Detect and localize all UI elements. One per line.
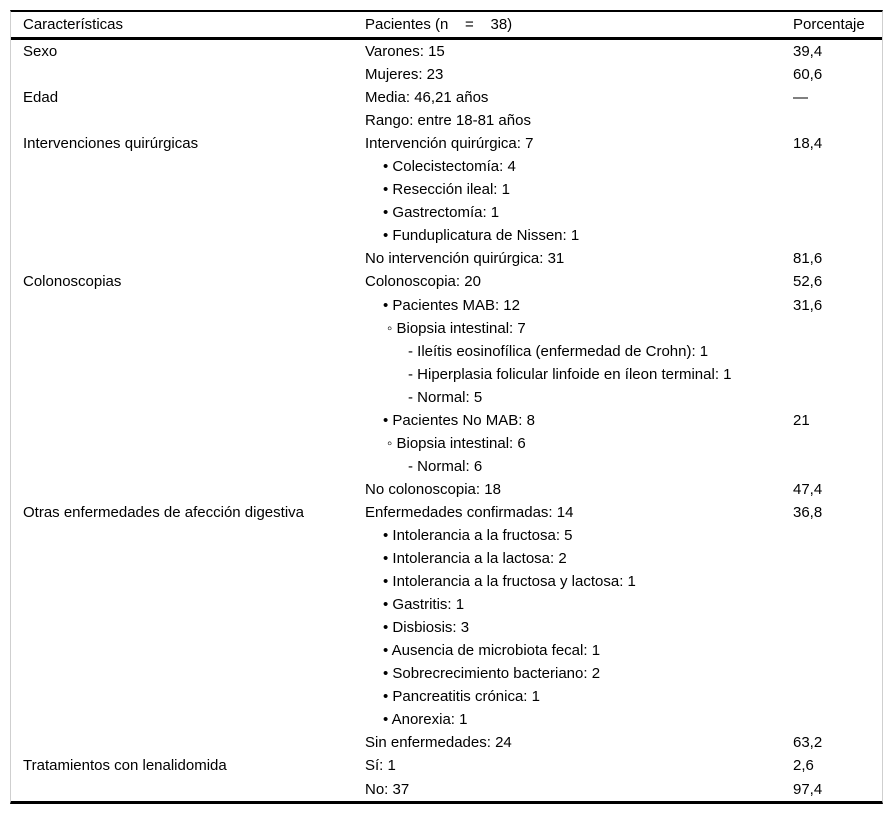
patients-value-cell: • Intolerancia a la lactosa: 2 [383, 550, 567, 568]
percentage-cell: 2,6 [793, 757, 814, 775]
table-row: Sexo Varones: 15 39,4 [11, 40, 882, 63]
characteristic-cell: Edad [23, 89, 59, 107]
patients-value-cell: Mujeres: 23 [365, 66, 444, 84]
patients-value-cell: • Ausencia de microbiota fecal: 1 [383, 642, 601, 660]
table-body: Sexo Varones: 15 39,4 Mujeres: 23 60,6 E… [11, 40, 882, 801]
table-row: ◦ Biopsia intestinal: 6 [11, 432, 882, 455]
percentage-cell: 18,4 [793, 135, 823, 153]
patients-value-cell: - Ileítis eosinofílica (enfermedad de Cr… [408, 342, 709, 360]
patients-value-cell: • Colecistectomía: 4 [383, 158, 516, 176]
table-row: Edad Media: 46,21 años — [11, 86, 882, 109]
characteristic-cell: Otras enfermedades de afección digestiva [23, 503, 304, 521]
patients-value-cell: • Pacientes No MAB: 8 [383, 411, 535, 429]
patients-value-cell: • Disbiosis: 3 [383, 619, 470, 637]
patients-value-cell: ◦ Biopsia intestinal: 7 [387, 319, 526, 337]
patients-value-cell: Rango: entre 18-81 años [365, 112, 531, 130]
patients-value-cell: • Anorexia: 1 [383, 711, 468, 729]
patients-value-cell: - Normal: 6 [408, 457, 483, 475]
table-row: Colonoscopias Colonoscopia: 20 52,6 [11, 270, 882, 293]
percentage-cell: 63,2 [793, 734, 823, 752]
patients-value-cell: • Gastritis: 1 [383, 596, 465, 614]
table-row: • Gastritis: 1 [11, 593, 882, 616]
percentage-cell: 60,6 [793, 66, 823, 84]
patients-value-cell: - Normal: 5 [408, 388, 483, 406]
patients-value-cell: Media: 46,21 años [365, 89, 489, 107]
patients-value-cell: - Hiperplasia folicular linfoide en íleo… [408, 365, 732, 383]
column-header-porcentaje: Porcentaje [793, 16, 865, 33]
patients-value-cell: • Intolerancia a la fructosa: 5 [383, 527, 573, 544]
table-row: - Ileítis eosinofílica (enfermedad de Cr… [11, 340, 882, 363]
table-row: • Intolerancia a la fructosa: 5 [11, 524, 882, 547]
table-row: • Intolerancia a la lactosa: 2 [11, 547, 882, 570]
table-row: - Normal: 5 [11, 386, 882, 409]
table-row: • Disbiosis: 3 [11, 616, 882, 639]
table-row: Rango: entre 18-81 años [11, 109, 882, 132]
patients-value-cell: Enfermedades confirmadas: 14 [365, 503, 574, 521]
patient-characteristics-table: Características Pacientes (n = 38) Porce… [10, 10, 883, 804]
table-row: • Anorexia: 1 [11, 708, 882, 731]
table-row: • Colecistectomía: 4 [11, 155, 882, 178]
patients-value-cell: • Sobrecrecimiento bacteriano: 2 [383, 665, 601, 683]
characteristic-cell: Tratamientos con lenalidomida [23, 757, 227, 775]
percentage-cell: 52,6 [793, 273, 823, 291]
patients-value-cell: No colonoscopia: 18 [365, 480, 501, 498]
table-row: • Pancreatitis crónica: 1 [11, 685, 882, 708]
table-row: - Normal: 6 [11, 455, 882, 478]
patients-value-cell: • Funduplicatura de Nissen: 1 [383, 227, 580, 245]
table-row: • Gastrectomía: 1 [11, 201, 882, 224]
patients-value-cell: Colonoscopia: 20 [365, 273, 481, 291]
characteristic-cell: Sexo [23, 43, 58, 61]
table-row: No intervención quirúrgica: 31 81,6 [11, 247, 882, 270]
column-header-pacientes: Pacientes (n = 38) [365, 16, 513, 33]
patients-value-cell: Intervención quirúrgica: 7 [365, 135, 534, 153]
table-row: - Hiperplasia folicular linfoide en íleo… [11, 363, 882, 386]
patients-value-cell: Varones: 15 [365, 43, 445, 61]
percentage-cell: 81,6 [793, 250, 823, 268]
percentage-cell: 31,6 [793, 296, 823, 314]
table-row: • Pacientes No MAB: 8 21 [11, 409, 882, 432]
table-row: • Resección ileal: 1 [11, 178, 882, 201]
table-row: Sin enfermedades: 24 63,2 [11, 731, 882, 754]
table-row: Tratamientos con lenalidomida Sí: 1 2,6 [11, 754, 882, 777]
patients-value-cell: No: 37 [365, 780, 410, 798]
percentage-cell: 21 [793, 411, 810, 429]
percentage-cell: 39,4 [793, 43, 823, 61]
table-row: • Intolerancia a la fructosa y lactosa: … [11, 570, 882, 593]
patients-value-cell: • Pacientes MAB: 12 [383, 296, 520, 314]
patients-value-cell: • Intolerancia a la fructosa y lactosa: … [383, 573, 636, 591]
characteristic-cell: Colonoscopias [23, 273, 122, 291]
table-row: Intervenciones quirúrgicas Intervención … [11, 132, 882, 155]
patients-value-cell: Sí: 1 [365, 757, 396, 775]
table-row: No: 37 97,4 [11, 778, 882, 801]
table-row: Mujeres: 23 60,6 [11, 63, 882, 86]
patients-value-cell: • Resección ileal: 1 [383, 181, 510, 199]
table-row: ◦ Biopsia intestinal: 7 [11, 317, 882, 340]
patients-value-cell: • Pancreatitis crónica: 1 [383, 688, 540, 706]
table-row: Otras enfermedades de afección digestiva… [11, 501, 882, 524]
table-row: No colonoscopia: 18 47,4 [11, 478, 882, 501]
column-header-caracteristicas: Características [23, 16, 124, 33]
percentage-cell: 47,4 [793, 480, 823, 498]
characteristic-cell: Intervenciones quirúrgicas [23, 135, 199, 153]
percentage-cell: — [793, 89, 808, 107]
patients-value-cell: ◦ Biopsia intestinal: 6 [387, 434, 526, 452]
table-row: • Pacientes MAB: 12 31,6 [11, 294, 882, 317]
table-header-row: Características Pacientes (n = 38) Porce… [11, 12, 882, 40]
table-row: • Sobrecrecimiento bacteriano: 2 [11, 662, 882, 685]
percentage-cell: 97,4 [793, 780, 823, 798]
table-row: • Funduplicatura de Nissen: 1 [11, 224, 882, 247]
table-row: • Ausencia de microbiota fecal: 1 [11, 639, 882, 662]
patients-value-cell: • Gastrectomía: 1 [383, 204, 500, 222]
patients-value-cell: No intervención quirúrgica: 31 [365, 250, 565, 268]
percentage-cell: 36,8 [793, 503, 823, 521]
patients-value-cell: Sin enfermedades: 24 [365, 734, 512, 752]
